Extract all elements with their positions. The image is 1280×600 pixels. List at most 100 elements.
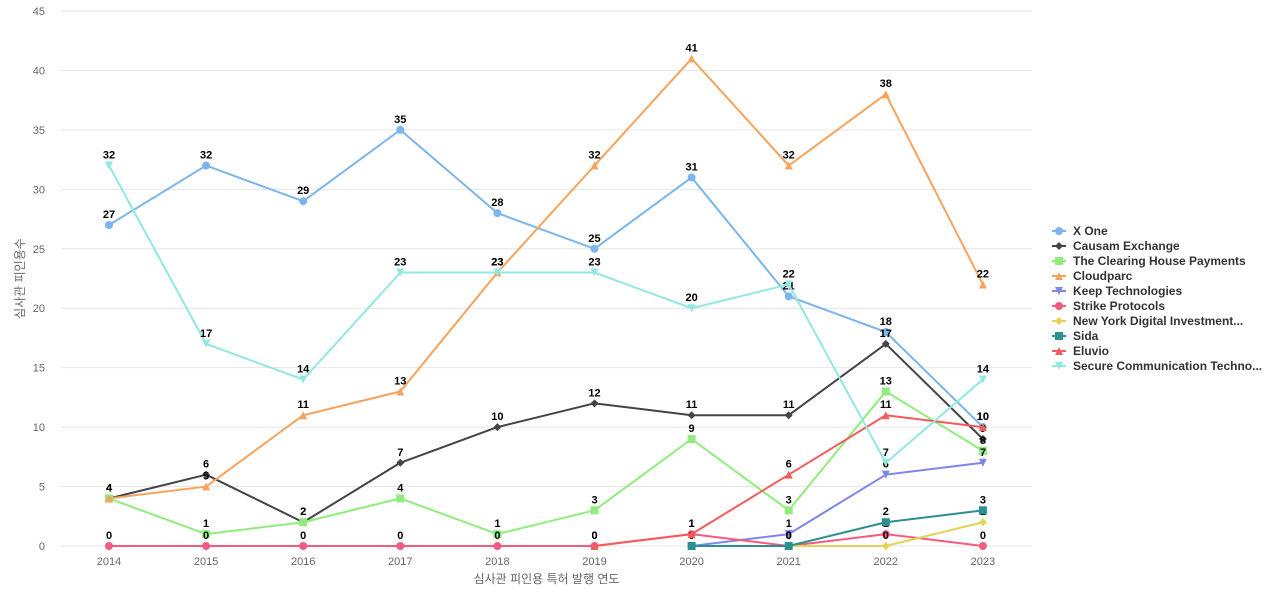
data-label: 32 — [783, 150, 795, 162]
y-axis-title: 심사관 피인용수 — [13, 238, 27, 319]
legend-item: Secure Communication Techno... — [1052, 359, 1262, 373]
data-label: 10 — [491, 411, 503, 423]
legend-item: Causam Exchange — [1052, 239, 1180, 253]
data-label: 2 — [300, 506, 306, 518]
data-point — [978, 518, 987, 527]
data-point — [978, 458, 987, 467]
data-label: 6 — [786, 459, 792, 471]
legend-item: New York Digital Investment... — [1052, 314, 1243, 328]
series-line — [109, 533, 984, 547]
data-point — [978, 506, 987, 515]
y-tick-label: 25 — [33, 244, 45, 256]
data-label: 7 — [397, 447, 403, 459]
data-point — [881, 328, 890, 336]
data-point — [784, 161, 793, 170]
data-label: 1 — [689, 518, 695, 530]
data-point — [396, 125, 405, 134]
data-label: 29 — [297, 185, 309, 197]
data-label: 11 — [880, 399, 892, 411]
data-label: 4 — [106, 482, 113, 494]
legend-label: Causam Exchange — [1073, 239, 1180, 253]
data-point — [396, 542, 405, 550]
data-label: 18 — [880, 316, 892, 328]
data-label: 11 — [783, 399, 795, 411]
data-point — [978, 423, 987, 432]
legend-item: Cloudparc — [1052, 269, 1133, 283]
legend-label: Sida — [1073, 329, 1099, 343]
data-label: 8 — [980, 435, 986, 447]
x-tick-label: 2017 — [388, 556, 412, 568]
data-label: 0 — [980, 530, 986, 542]
legend-label: Cloudparc — [1073, 269, 1133, 283]
data-label: 1 — [203, 518, 209, 530]
x-tick-label: 2023 — [971, 556, 995, 568]
data-point — [687, 173, 696, 182]
data-label: 2 — [300, 506, 306, 518]
data-point — [590, 161, 599, 170]
y-tick-label: 5 — [39, 482, 45, 494]
data-point — [202, 470, 211, 479]
data-label: 4 — [106, 482, 113, 494]
data-point — [978, 542, 987, 550]
data-point — [881, 458, 890, 467]
data-point — [299, 542, 308, 550]
data-label: 0 — [786, 530, 792, 542]
data-label: 5 — [203, 471, 209, 483]
data-label: 0 — [300, 530, 306, 542]
data-point — [978, 280, 987, 289]
data-point — [590, 268, 599, 277]
data-point — [687, 304, 696, 313]
legend-item: Strike Protocols — [1052, 299, 1165, 313]
data-point — [881, 387, 890, 396]
data-point — [493, 530, 502, 539]
data-point — [105, 161, 113, 170]
series-line — [108, 165, 984, 464]
data-label: 0 — [591, 530, 597, 542]
data-point — [687, 411, 696, 420]
series-line — [108, 57, 984, 500]
data-label: 7 — [980, 447, 986, 459]
data-label: 7 — [883, 447, 889, 459]
legend-marker — [1055, 242, 1063, 250]
data-point — [493, 542, 502, 550]
data-label: 28 — [491, 197, 503, 209]
data-label: 25 — [588, 233, 600, 245]
data-point — [396, 387, 405, 396]
data-point — [687, 542, 696, 550]
data-point — [396, 268, 405, 277]
data-label: 23 — [491, 257, 503, 269]
series-line — [108, 128, 984, 428]
legend-marker — [1055, 257, 1063, 265]
series-line — [108, 342, 984, 524]
data-label: 4 — [397, 482, 404, 494]
data-point — [881, 542, 890, 550]
data-label: 14 — [297, 364, 310, 376]
data-point — [978, 435, 987, 443]
legend-label: Strike Protocols — [1073, 299, 1165, 313]
data-label: 9 — [689, 423, 695, 435]
data-label: 17 — [200, 328, 212, 340]
y-tick-label: 20 — [33, 303, 45, 315]
data-point — [881, 518, 890, 527]
data-point — [299, 375, 308, 384]
data-point — [299, 411, 308, 420]
data-label: 4 — [106, 482, 113, 494]
data-label: 38 — [880, 78, 892, 90]
data-label: 0 — [883, 530, 889, 542]
data-point — [784, 411, 793, 420]
x-tick-label: 2014 — [97, 556, 121, 568]
data-label: 11 — [297, 399, 309, 411]
data-point — [687, 54, 696, 63]
data-label: 35 — [394, 114, 406, 126]
legend-item: The Clearing House Payments — [1052, 254, 1246, 268]
data-point — [881, 470, 890, 479]
legend-label: Eluvio — [1073, 344, 1109, 358]
data-point — [105, 542, 113, 550]
data-point — [202, 161, 211, 170]
data-label: 0 — [591, 530, 597, 542]
data-point — [493, 423, 502, 432]
data-label: 22 — [783, 268, 795, 280]
